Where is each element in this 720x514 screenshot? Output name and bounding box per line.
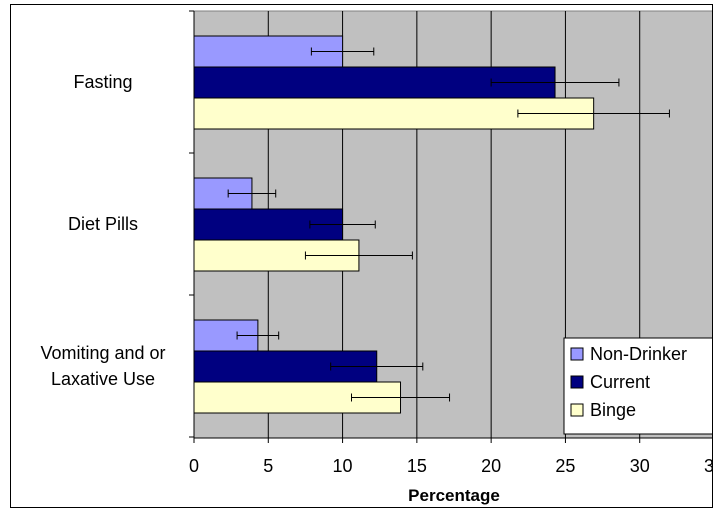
legend-label: Binge (590, 400, 636, 420)
x-tick-label: 10 (333, 456, 353, 476)
x-tick-label: 15 (407, 456, 427, 476)
x-tick-label: 20 (481, 456, 501, 476)
x-tick-label: 30 (630, 456, 650, 476)
legend: Non-Drinker Current Binge (563, 337, 712, 435)
legend-swatch (570, 375, 584, 389)
axes (189, 10, 712, 443)
category-label: Fasting (73, 72, 132, 92)
category-label: Diet Pills (68, 214, 138, 234)
legend-box (563, 337, 712, 435)
x-tick-label: 0 (189, 456, 199, 476)
bar-chart: Fasting Diet Pills Vomiting and or Laxative… (40, 10, 713, 505)
error-bars (227, 47, 670, 402)
x-tick-labels: 0 5 10 15 20 25 30 35 (189, 456, 713, 476)
legend-label: Non-Drinker (590, 344, 687, 364)
chart-frame: Fasting Diet Pills Vomiting and or Laxative… (10, 4, 713, 508)
x-tick-label: 5 (263, 456, 273, 476)
legend-swatch (570, 347, 584, 361)
category-labels: Fasting Diet Pills Vomiting and or Laxative… (40, 72, 165, 389)
category-label: Vomiting and or Laxative Use (40, 343, 165, 389)
x-tick-label: 35 (704, 456, 713, 476)
legend-label: Current (590, 372, 650, 392)
x-axis-title: Percentage (408, 486, 500, 505)
legend-swatch (570, 403, 584, 417)
x-tick-label: 25 (555, 456, 575, 476)
